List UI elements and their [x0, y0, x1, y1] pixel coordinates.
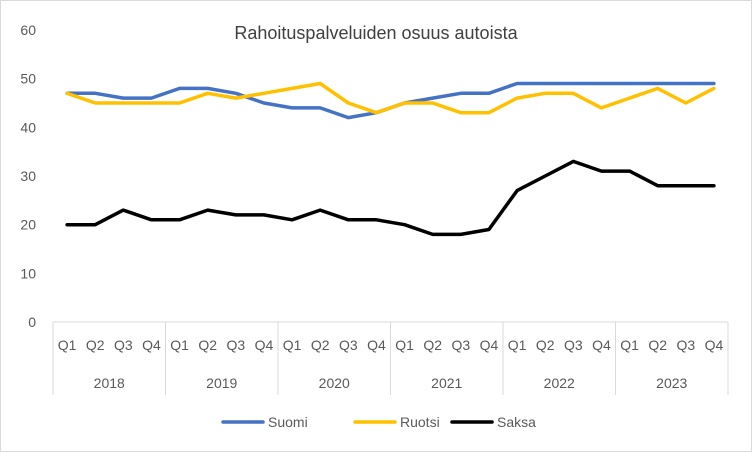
x-axis: Q1 Q2 Q3 Q4 Q1 Q2 Q3 Q4 Q1 Q2 Q3 Q4 Q1 Q2 Q3 Q4 Q1 Q2 Q3 Q4…	[52, 321, 729, 395]
x-tick-label-quarter: Q2	[311, 337, 330, 353]
y-tick-label: 30	[20, 168, 36, 184]
x-tick-label-year: 2018	[94, 375, 125, 391]
series-group	[65, 81, 716, 237]
y-tick-label: 40	[20, 119, 36, 135]
y-axis-ticks: 0 10 20 30 40 50 60	[20, 22, 36, 330]
y-tick-label: 60	[20, 22, 36, 38]
x-tick-label-year: 2020	[319, 375, 350, 391]
x-tick-label-quarter: Q2	[423, 337, 442, 353]
y-tick-label: 0	[28, 314, 36, 330]
y-tick-label: 50	[20, 71, 36, 87]
series-line-suomi	[65, 81, 716, 120]
x-tick-label-quarter: Q2	[536, 337, 555, 353]
series-line-ruotsi	[65, 81, 716, 115]
x-tick-label-quarter: Q3	[564, 337, 583, 353]
x-tick-label-year: 2019	[206, 375, 237, 391]
x-tick-label-quarter: Q4	[592, 337, 611, 353]
x-tick-label-quarter: Q4	[367, 337, 386, 353]
legend-label-saksa: Saksa	[497, 414, 536, 430]
y-tick-label: 20	[20, 217, 36, 233]
x-tick-label-year: 2023	[656, 375, 687, 391]
x-tick-label-quarter: Q4	[255, 337, 274, 353]
x-tick-label-quarter: Q1	[620, 337, 639, 353]
x-tick-label-quarter: Q3	[339, 337, 358, 353]
series-line-saksa	[65, 159, 716, 237]
x-tick-label-year: 2022	[544, 375, 575, 391]
legend: Suomi Ruotsi Saksa	[221, 414, 536, 430]
x-tick-label-quarter: Q1	[508, 337, 527, 353]
x-tick-label-quarter: Q1	[283, 337, 302, 353]
x-tick-label-quarter: Q2	[648, 337, 667, 353]
x-tick-label-quarter: Q1	[170, 337, 189, 353]
x-tick-label-quarter: Q2	[198, 337, 217, 353]
x-tick-label-quarter: Q3	[114, 337, 133, 353]
x-tick-label-quarter: Q1	[395, 337, 414, 353]
x-tick-label-quarter: Q3	[226, 337, 245, 353]
x-tick-label-year: 2021	[431, 375, 462, 391]
chart-title: Rahoituspalveluiden osuus autoista	[234, 23, 518, 43]
x-tick-label-quarter: Q2	[86, 337, 105, 353]
legend-label-suomi: Suomi	[268, 414, 308, 430]
x-tick-label-quarter: Q3	[676, 337, 695, 353]
x-tick-label-quarter: Q1	[58, 337, 77, 353]
legend-label-ruotsi: Ruotsi	[400, 414, 440, 430]
x-tick-label-quarter: Q4	[705, 337, 724, 353]
x-tick-label-quarter: Q3	[451, 337, 470, 353]
x-tick-label-quarter: Q4	[142, 337, 161, 353]
y-tick-label: 10	[20, 265, 36, 281]
x-tick-label-quarter: Q4	[480, 337, 499, 353]
